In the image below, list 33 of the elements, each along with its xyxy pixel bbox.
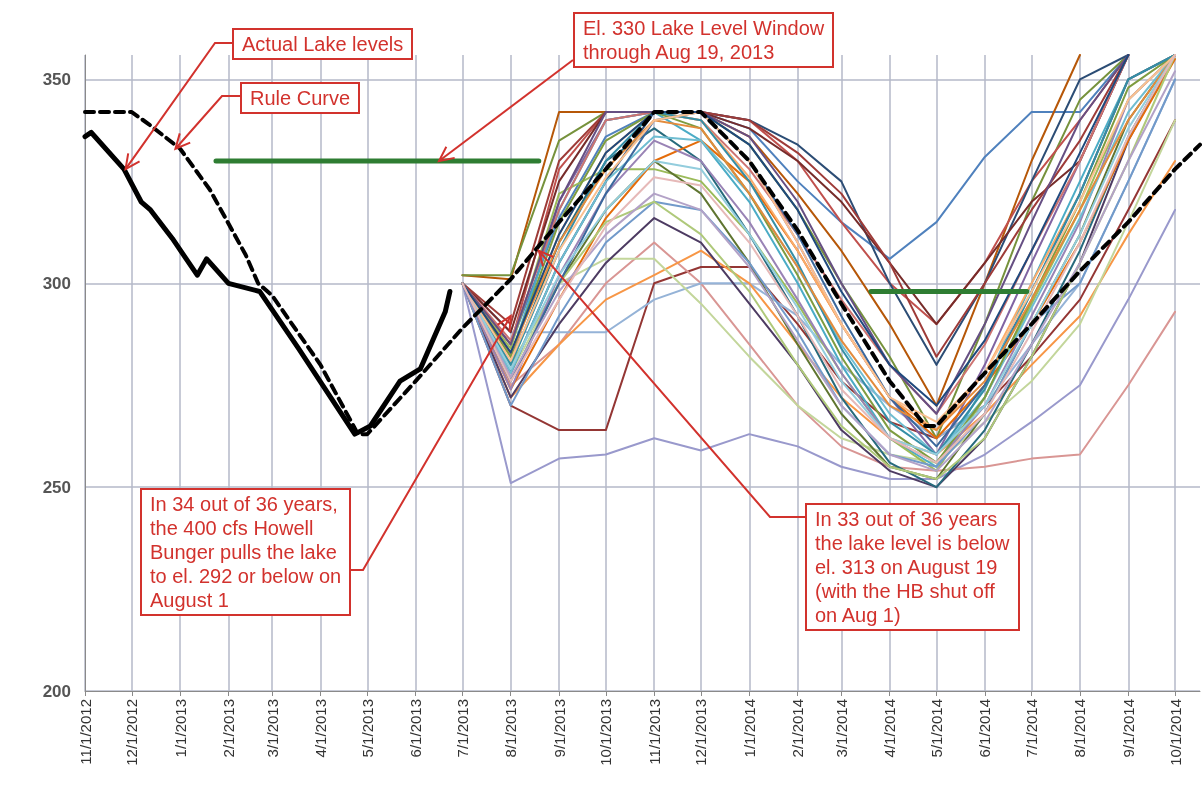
- x-tick-label: 4/1/2014: [881, 699, 899, 758]
- x-tick-label: 11/1/2012: [76, 699, 94, 765]
- x-tick-label: 5/1/2014: [927, 699, 945, 758]
- x-tick-label: 8/1/2014: [1071, 699, 1089, 758]
- annotation: El. 330 Lake Level Window through Aug 19, 2013: [573, 12, 835, 68]
- x-tick-label: 8/1/2013: [502, 699, 520, 758]
- x-tick-label: 2/1/2014: [789, 699, 807, 758]
- y-tick-label: 250: [42, 477, 71, 497]
- x-tick-label: 7/1/2014: [1023, 699, 1041, 758]
- x-tick-label: 12/1/2013: [692, 699, 710, 766]
- x-tick-label: 12/1/2012: [123, 699, 141, 766]
- annotation: In 33 out of 36 years the lake level is below el. 313 on August 19 (with the HB shut off on Aug 1): [805, 503, 1020, 631]
- y-tick-label: 200: [42, 681, 71, 701]
- x-tick-label: 3/1/2013: [263, 699, 281, 758]
- x-tick-label: 6/1/2014: [976, 699, 994, 758]
- x-tick-label: 10/1/2014: [1166, 699, 1184, 766]
- y-tick-label: 300: [42, 273, 71, 293]
- x-tick-label: 4/1/2013: [311, 699, 329, 758]
- annotation: Actual Lake levels: [232, 28, 414, 60]
- x-tick-label: 1/1/2014: [740, 699, 758, 758]
- x-tick-label: 3/1/2014: [832, 699, 850, 758]
- x-tick-label: 5/1/2013: [358, 699, 376, 758]
- x-tick-label: 2/1/2013: [219, 699, 237, 758]
- y-tick-label: 350: [42, 69, 71, 89]
- x-tick-label: 6/1/2013: [407, 699, 425, 758]
- annotation: In 34 out of 36 years, the 400 cfs Howell Bunger pulls the lake to el. 292 or below on August 1: [140, 488, 352, 616]
- x-tick-label: 1/1/2013: [171, 699, 189, 758]
- x-tick-label: 9/1/2014: [1119, 699, 1137, 758]
- x-tick-label: 9/1/2013: [550, 699, 568, 758]
- x-tick-label: 7/1/2013: [453, 699, 471, 758]
- x-tick-label: 10/1/2013: [597, 699, 615, 766]
- annotation: Rule Curve: [240, 82, 361, 114]
- x-tick-label: 11/1/2013: [645, 699, 663, 765]
